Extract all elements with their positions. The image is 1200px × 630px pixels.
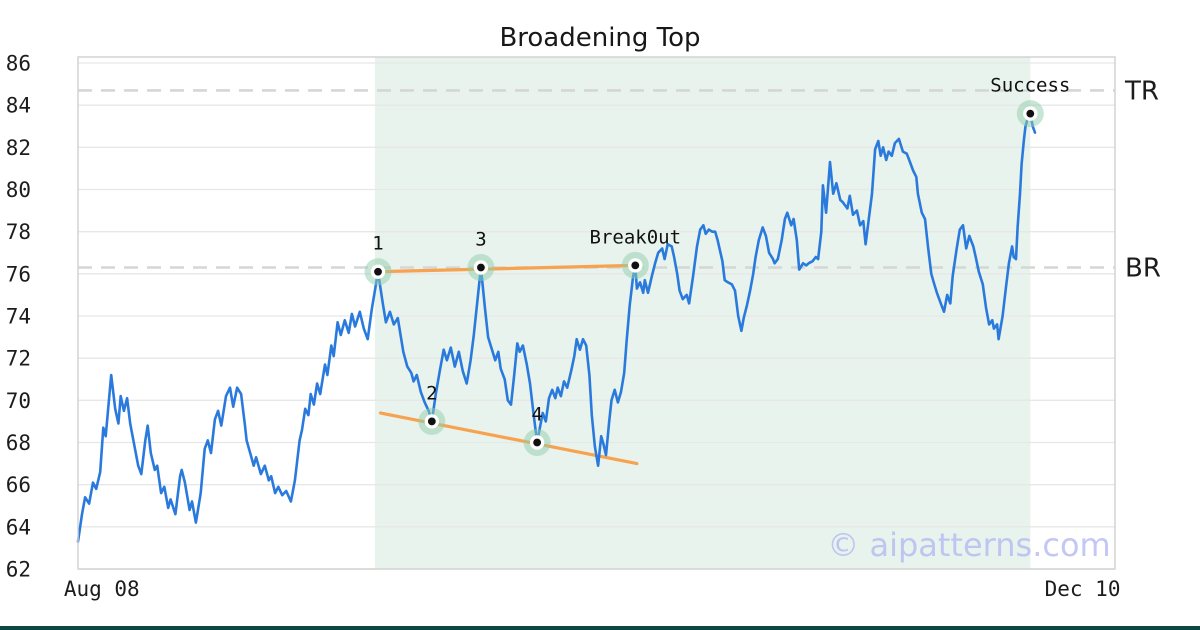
plot-border-layer (77, 56, 1116, 570)
y-tick-label: 82 (6, 136, 31, 160)
y-tick-label: 80 (6, 178, 31, 202)
marker-dot-1 (374, 267, 382, 276)
price-line (76, 112, 1037, 543)
pattern-region (374, 57, 1031, 569)
watermark-text: © aipatterns.com (827, 526, 1110, 564)
annotation-label-3: 3 (475, 229, 486, 251)
bottom-accent-bar (0, 626, 1200, 630)
markers-layer (364, 100, 1044, 456)
marker-dot-success (1026, 109, 1035, 118)
annotation-label-break0ut: Break0ut (590, 226, 682, 248)
y-tick-label: 76 (6, 262, 31, 286)
chart-title: Broadening Top (499, 23, 700, 53)
y-tick-label: 74 (6, 305, 31, 329)
upper-trendline (376, 263, 637, 274)
y-tick-label: 86 (6, 52, 31, 76)
marker-dot-4 (533, 438, 542, 447)
grid-layer (78, 62, 1115, 570)
level-label-br: BR (1125, 254, 1161, 284)
marker-dot-2 (427, 417, 436, 426)
y-tick-label: 62 (6, 558, 31, 582)
plot-border (77, 56, 1116, 570)
tick-labels-layer: TR BR Aug 08 Dec 10 62 64 66 68 70 72 74 76 78 80 82 84… (6, 52, 1161, 602)
x-tick-label: Dec 10 (1045, 577, 1121, 601)
marker-dot-3 (477, 263, 485, 272)
annotation-label-success: Success (990, 75, 1070, 97)
y-tick-label: 78 (6, 220, 31, 244)
level-label-tr: TR (1124, 76, 1159, 106)
y-tick-label: 84 (6, 94, 31, 118)
marker-dot-break0ut (631, 261, 640, 270)
annotation-label-2: 2 (426, 382, 437, 404)
annotation-labels-layer: 1 2 3 4 Break0ut Success (372, 75, 1070, 426)
y-tick-label: 66 (6, 473, 31, 497)
annotation-label-1: 1 (372, 233, 383, 255)
y-tick-label: 64 (6, 515, 31, 539)
x-tick-label: Aug 08 (64, 577, 140, 601)
y-tick-label: 70 (6, 389, 31, 413)
price-line-layer (76, 112, 1037, 543)
y-tick-label: 68 (6, 431, 31, 455)
region-layer (374, 57, 1031, 569)
y-tick-label: 72 (6, 347, 31, 371)
annotation-label-4: 4 (531, 404, 542, 426)
